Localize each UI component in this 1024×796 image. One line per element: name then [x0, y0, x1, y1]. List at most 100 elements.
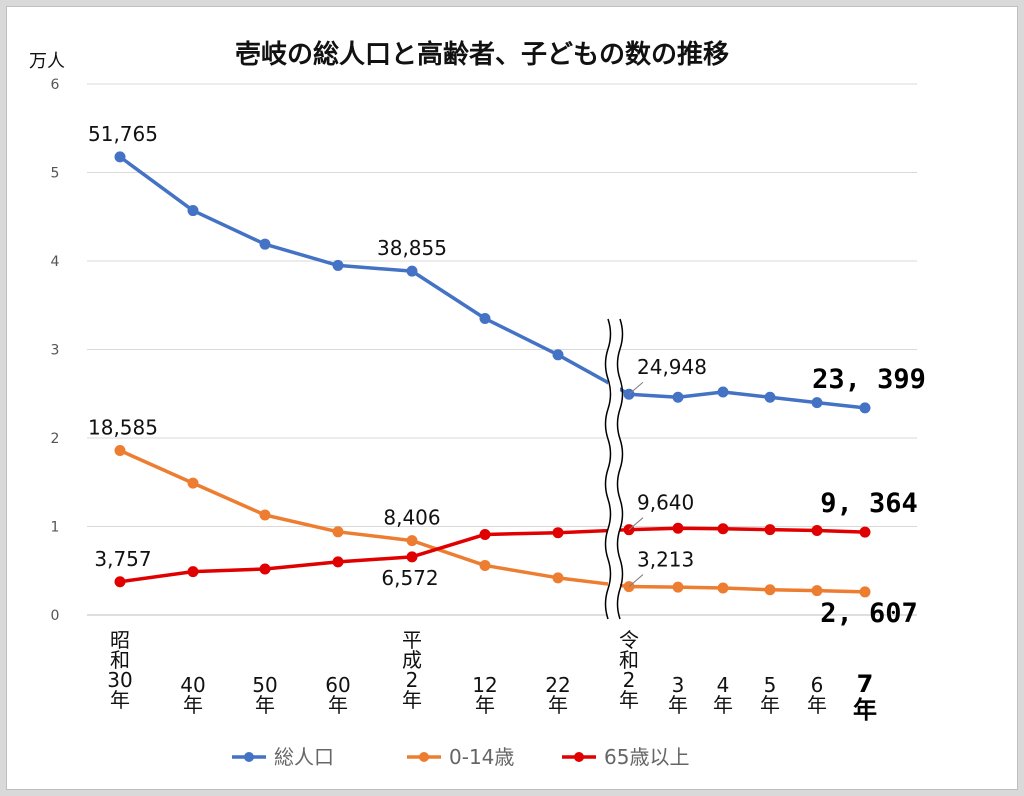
x-tick-line: 2	[623, 668, 636, 692]
x-tick-line: 和	[110, 648, 130, 672]
data-labels: 51,765 38,855 24,948 23, 399 18,585 8,406 3,21…	[88, 122, 926, 629]
data-point-series-1	[717, 582, 729, 594]
y-tick-label: 3	[51, 343, 60, 359]
label-leader-line	[628, 381, 644, 395]
x-tick-line: 40	[180, 673, 205, 697]
data-point-series-1	[764, 584, 776, 596]
x-tick-label: 7年	[853, 670, 877, 724]
data-point-series-0	[187, 205, 199, 217]
x-tick-line: 年	[807, 693, 827, 717]
series-line-0	[118, 155, 866, 410]
data-point-series-0	[406, 265, 418, 277]
gridlines: 0 1 2 3 4 5 6	[51, 77, 917, 624]
x-tick-label: 50年	[252, 673, 277, 717]
x-tick-line: 年	[548, 693, 568, 717]
data-point-series-0	[332, 259, 344, 271]
x-tick-line: 昭	[110, 628, 130, 652]
axis-break-line	[604, 318, 612, 620]
data-point-series-2	[859, 526, 871, 538]
data-point-series-2	[479, 528, 491, 540]
data-point-series-0	[717, 386, 729, 398]
x-tick-line: 年	[668, 693, 688, 717]
x-tick-label: 4年	[713, 673, 733, 717]
x-tick-line: 2	[406, 668, 419, 692]
data-label: 24,948	[637, 355, 707, 379]
x-tick-line: 6	[811, 673, 824, 697]
data-point-series-1	[114, 445, 126, 457]
x-tick-line: 令	[619, 628, 639, 652]
data-point-series-1	[332, 526, 344, 538]
data-label: 8,406	[383, 506, 440, 530]
x-tick-line: 成	[402, 648, 422, 672]
x-tick-line: 年	[760, 693, 780, 717]
legend-label: 0-14歳	[449, 745, 514, 769]
x-tick-line: 5	[764, 673, 777, 697]
y-tick-label: 2	[51, 431, 60, 447]
data-label: 3,757	[94, 547, 151, 571]
x-tick-label: 6年	[807, 673, 827, 717]
data-label: 9, 364	[820, 488, 918, 519]
data-label: 23, 399	[812, 364, 926, 395]
series-line-2	[119, 526, 866, 584]
x-tick-line: 3	[672, 673, 685, 697]
legend-item: 65歳以上	[562, 745, 689, 769]
x-tick-line: 年	[328, 693, 348, 717]
y-tick-label: 5	[51, 166, 60, 182]
data-point-series-2	[764, 524, 776, 536]
x-tick-line: 12	[472, 673, 497, 697]
data-point-series-0	[764, 391, 776, 403]
x-tick-line: 60	[325, 673, 350, 697]
data-label: 9,640	[637, 491, 694, 515]
data-label: 51,765	[88, 122, 158, 146]
x-tick-line: 30	[107, 668, 132, 692]
x-tick-line: 年	[110, 688, 130, 712]
legend: 総人口 0-14歳 65歳以上	[232, 745, 689, 769]
data-label: 2, 607	[820, 598, 918, 629]
data-point-series-1	[552, 572, 564, 584]
legend-marker	[419, 752, 429, 762]
y-axis-unit-label: 万人	[29, 51, 65, 72]
x-tick-line: 和	[619, 648, 639, 672]
legend-item: 総人口	[232, 745, 334, 769]
axis-break-marker	[604, 318, 624, 620]
x-tick-line: 年	[619, 688, 639, 712]
data-point-series-2	[811, 524, 823, 536]
y-tick-label: 1	[51, 520, 60, 536]
data-point-series-1	[187, 477, 199, 489]
x-tick-line: 22	[545, 673, 570, 697]
x-tick-label: 60年	[325, 673, 350, 717]
data-point-series-1	[811, 585, 823, 597]
axis-break-line	[616, 318, 624, 620]
x-tick-line: 年	[713, 693, 733, 717]
data-point-series-0	[552, 349, 564, 361]
x-tick-line: 平	[402, 628, 422, 652]
legend-marker	[244, 752, 254, 762]
data-point-series-1	[406, 535, 418, 547]
chart-title: 壱岐の総人口と高齢者、子どもの数の推移	[235, 39, 729, 70]
data-point-series-1	[259, 509, 271, 521]
data-point-series-1	[672, 581, 684, 593]
x-tick-line: 年	[853, 696, 877, 724]
legend-label: 65歳以上	[604, 745, 689, 769]
data-label: 18,585	[88, 416, 158, 440]
legend-marker	[574, 752, 584, 762]
data-point-series-2	[717, 523, 729, 535]
label-leader-line	[628, 574, 644, 587]
data-point-series-1	[859, 586, 871, 598]
data-label: 3,213	[637, 548, 694, 572]
legend-label: 総人口	[274, 745, 334, 769]
x-tick-line: 7	[857, 670, 874, 698]
data-point-series-0	[479, 313, 491, 325]
x-tick-line: 年	[255, 693, 275, 717]
x-tick-line: 年	[475, 693, 495, 717]
data-point-series-2	[406, 551, 418, 563]
data-point-series-2	[332, 556, 344, 568]
y-tick-label: 4	[51, 254, 60, 270]
data-point-series-2	[114, 576, 126, 588]
y-tick-label: 0	[51, 608, 60, 624]
